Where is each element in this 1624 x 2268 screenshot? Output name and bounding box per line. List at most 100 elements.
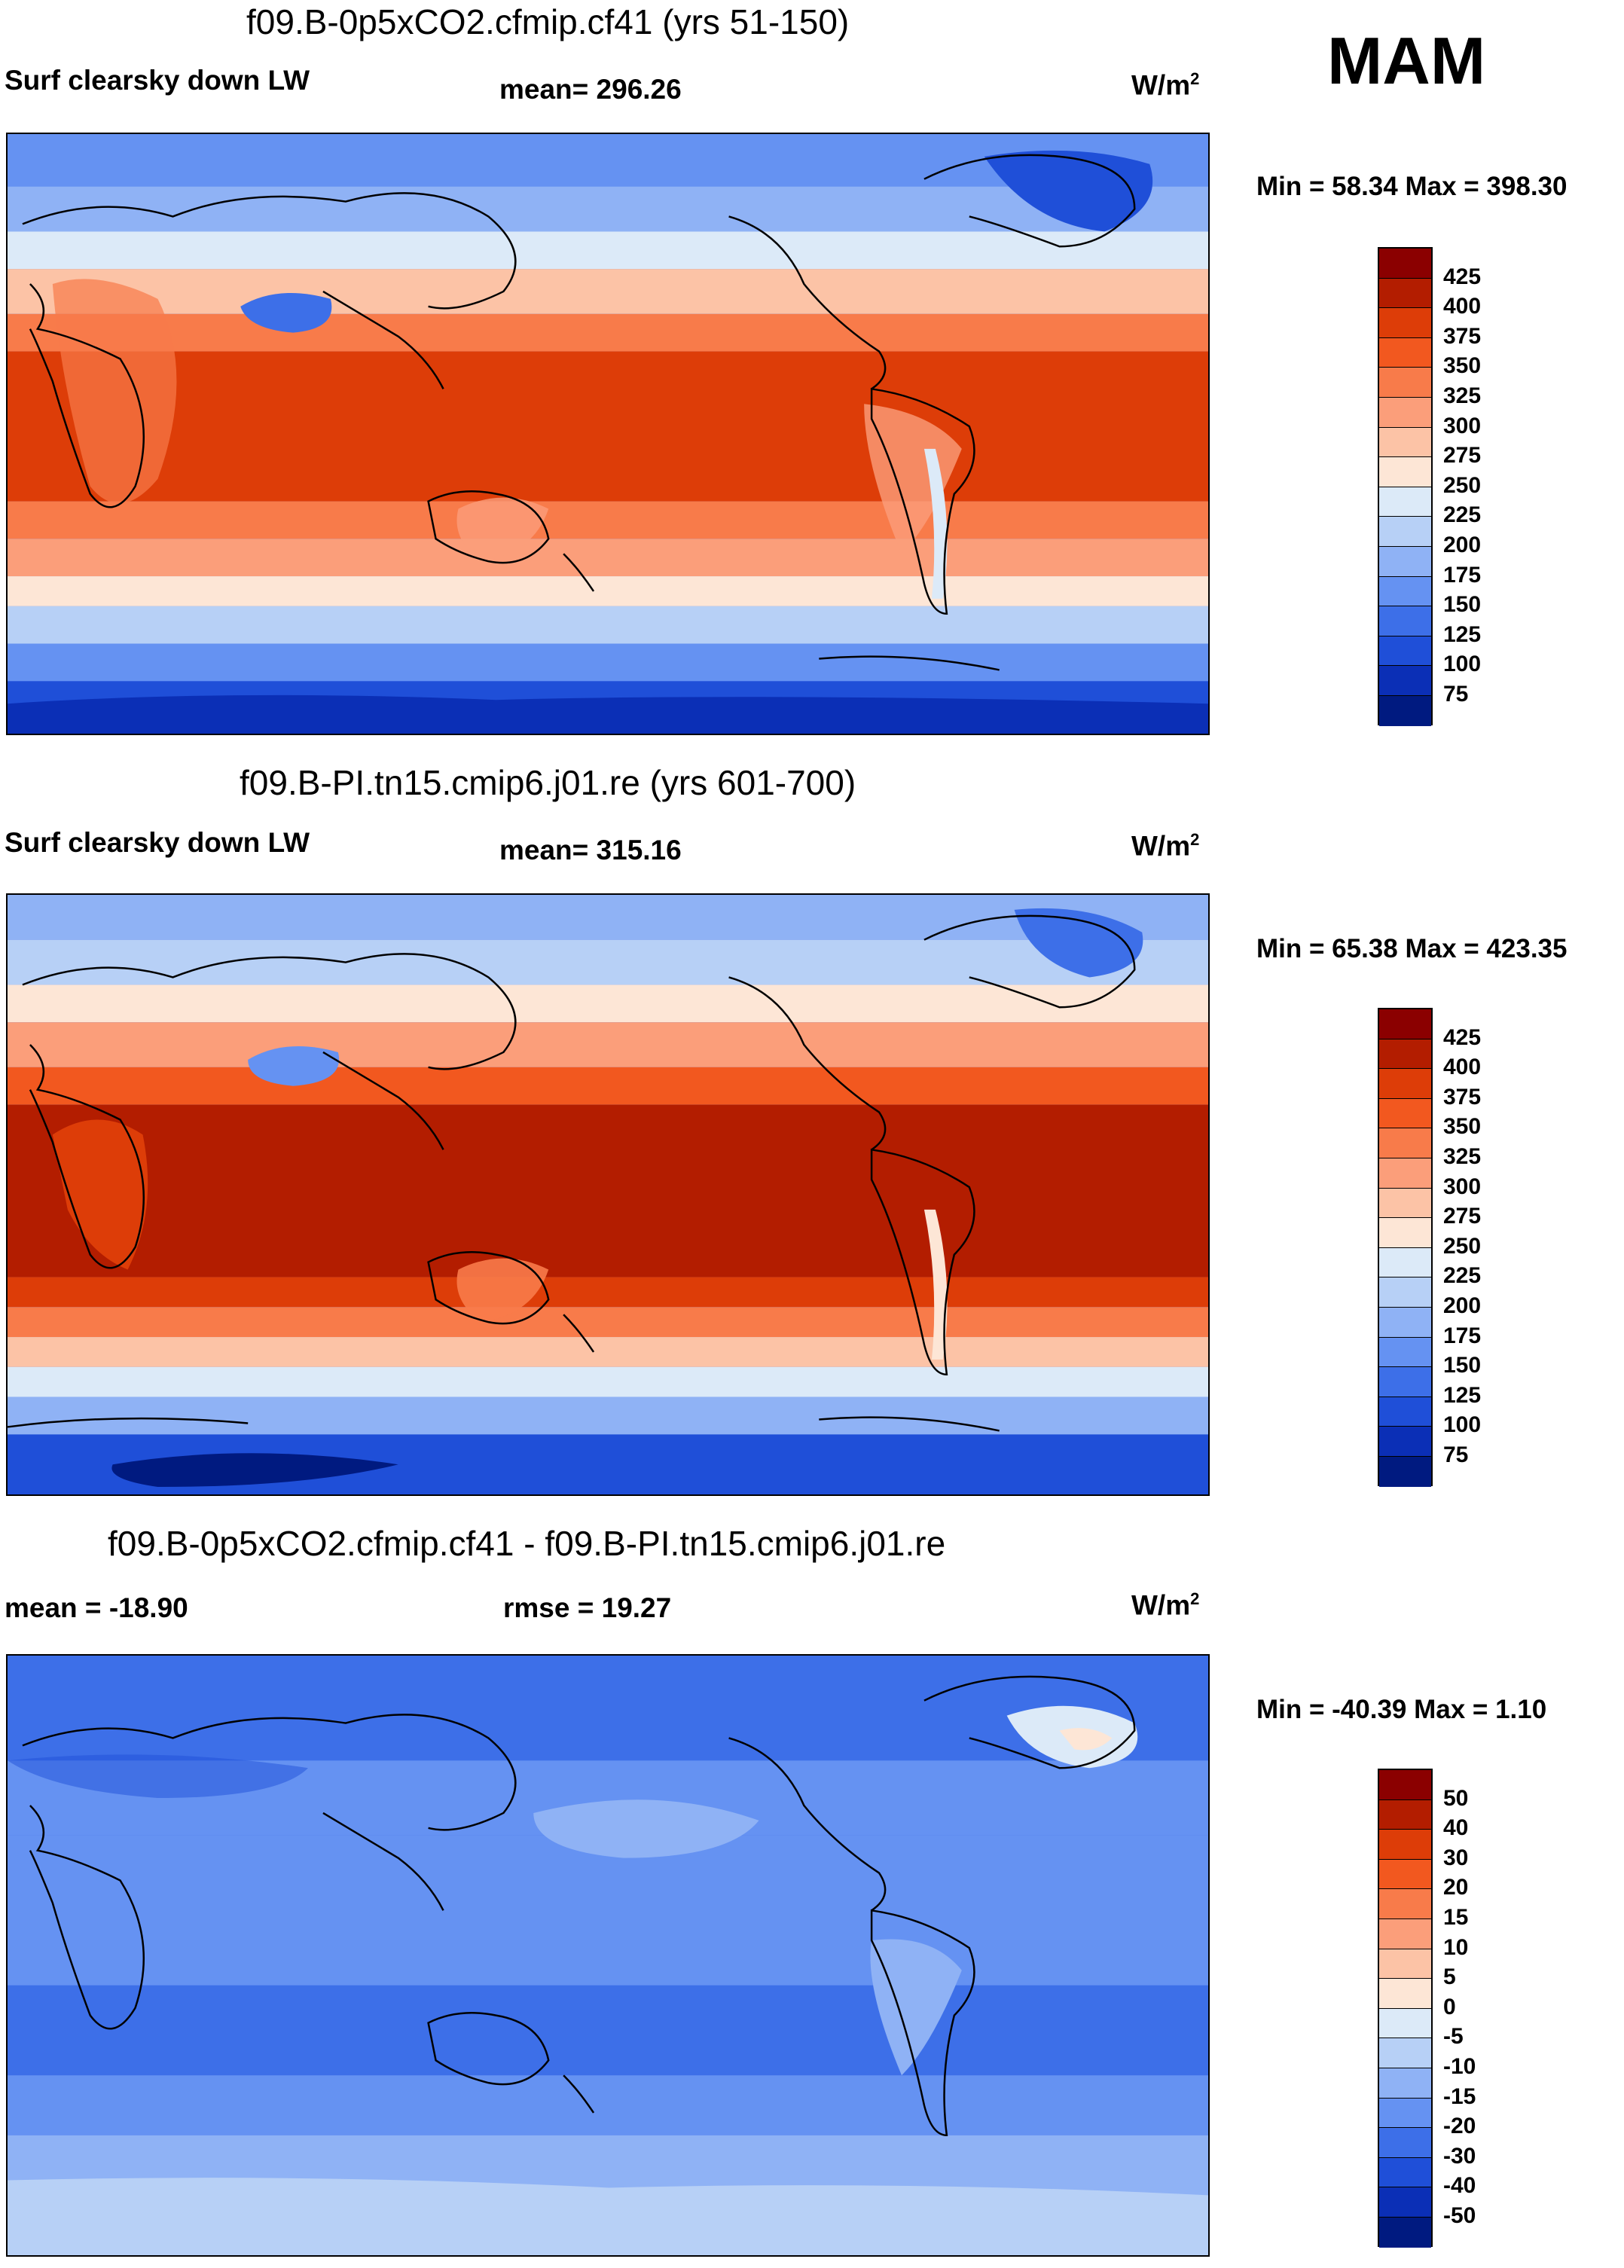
panel2-colorbar-tick: 350 xyxy=(1443,1114,1482,1140)
panel1-colorbar-swatch xyxy=(1379,695,1431,726)
panel3-colorbar-tick: -10 xyxy=(1443,2054,1476,2079)
panel1-colorbar-tick: 225 xyxy=(1443,502,1482,528)
panel1-minmax: Min = 58.34 Max = 398.30 xyxy=(1256,172,1568,201)
panel1-colorbar xyxy=(1378,247,1433,726)
panel1-colorbar-swatch xyxy=(1379,368,1431,398)
panel1-variable-label: Surf clearsky down LW xyxy=(5,65,310,96)
panel3-colorbar-tick: 15 xyxy=(1443,1905,1469,1930)
panel2-colorbar-swatch xyxy=(1379,1337,1431,1368)
panel2-colorbar-tick: 100 xyxy=(1443,1412,1482,1438)
panel3-title: f09.B-0p5xCO2.cfmip.cf41 - f09.B-PI.tn15… xyxy=(108,1524,946,1563)
panel2-colorbar-tick: 300 xyxy=(1443,1174,1482,1199)
panel1-colorbar-swatch xyxy=(1379,606,1431,636)
panel1-colorbar-tick: 275 xyxy=(1443,443,1482,469)
panel1-colorbar-tick: 300 xyxy=(1443,413,1482,438)
panel1-colorbar-swatch xyxy=(1379,517,1431,547)
panel1-colorbar-swatch xyxy=(1379,249,1431,279)
panel3-colorbar-swatch xyxy=(1379,2128,1431,2158)
panel3-rmse-label: rmse = 19.27 xyxy=(503,1592,672,1623)
panel1-colorbar-swatch xyxy=(1379,278,1431,309)
panel2-colorbar-swatch xyxy=(1379,1307,1431,1338)
panel3-colorbar-swatch xyxy=(1379,2068,1431,2099)
panel3-colorbar-tick: 10 xyxy=(1443,1934,1469,1960)
panel3-colorbar-tick: -40 xyxy=(1443,2173,1476,2199)
panel1-colorbar-tick: 375 xyxy=(1443,323,1482,349)
panel1-colorbar-swatch xyxy=(1379,427,1431,458)
panel2-colorbar-swatch xyxy=(1379,1158,1431,1189)
panel3-field xyxy=(8,1656,1208,2255)
panel3-map xyxy=(6,1654,1210,2257)
panel3-colorbar-tick: 50 xyxy=(1443,1785,1469,1811)
panel2-colorbar-swatch xyxy=(1379,1218,1431,1248)
panel1-colorbar-swatch xyxy=(1379,636,1431,667)
panel3-colorbar-tick: 30 xyxy=(1443,1845,1469,1870)
panel2-colorbar-swatch xyxy=(1379,1397,1431,1427)
panel3-colorbar-swatch xyxy=(1379,1918,1431,1949)
panel1-colorbar-swatch xyxy=(1379,666,1431,696)
panel2-colorbar-tick: 325 xyxy=(1443,1144,1482,1169)
season-label: MAM xyxy=(1327,23,1486,98)
panel3-colorbar-swatch xyxy=(1379,2217,1431,2248)
panel2-colorbar-tick: 400 xyxy=(1443,1055,1482,1080)
panel3-colorbar-tick: 40 xyxy=(1443,1815,1469,1841)
panel3-colorbar-tick: -30 xyxy=(1443,2143,1476,2169)
panel2-title: f09.B-PI.tn15.cmip6.j01.re (yrs 601-700) xyxy=(240,763,856,802)
panel3-minmax: Min = -40.39 Max = 1.10 xyxy=(1256,1695,1547,1724)
panel1-units: W/m2 xyxy=(1131,69,1200,101)
panel1-colorbar-swatch xyxy=(1379,457,1431,487)
panel3-units: W/m2 xyxy=(1131,1589,1200,1621)
panel2-colorbar-swatch xyxy=(1379,1098,1431,1129)
panel3-colorbar xyxy=(1378,1769,1433,2248)
panel1-colorbar-tick: 100 xyxy=(1443,652,1482,677)
panel1-colorbar-swatch xyxy=(1379,308,1431,338)
panel2-mean-label: mean= 315.16 xyxy=(499,835,682,865)
panel3-colorbar-swatch xyxy=(1379,1770,1431,1800)
panel2-colorbar-swatch xyxy=(1379,1039,1431,1070)
panel3-colorbar-swatch xyxy=(1379,1889,1431,1919)
panel1-field xyxy=(8,134,1208,734)
panel3-colorbar-swatch xyxy=(1379,1979,1431,2009)
panel3-colorbar-swatch xyxy=(1379,2038,1431,2068)
panel2-colorbar-swatch xyxy=(1379,1188,1431,1219)
panel3-colorbar-swatch xyxy=(1379,2187,1431,2218)
panel1-colorbar-tick: 400 xyxy=(1443,294,1482,319)
panel2-map xyxy=(6,893,1210,1496)
panel1-colorbar-swatch xyxy=(1379,397,1431,428)
panel2-colorbar-tick: 225 xyxy=(1443,1263,1482,1289)
panel3-colorbar-tick: -50 xyxy=(1443,2203,1476,2228)
panel2-variable-label: Surf clearsky down LW xyxy=(5,827,310,858)
panel2-colorbar-swatch xyxy=(1379,1069,1431,1099)
panel1-colorbar-tick: 125 xyxy=(1443,621,1482,647)
panel2-colorbar-tick: 250 xyxy=(1443,1233,1482,1259)
panel3-colorbar-swatch xyxy=(1379,1830,1431,1860)
panel2-colorbar-swatch xyxy=(1379,1009,1431,1039)
panel2-colorbar-tick: 375 xyxy=(1443,1084,1482,1110)
panel1-colorbar-tick: 425 xyxy=(1443,264,1482,289)
panel2-colorbar xyxy=(1378,1008,1433,1487)
panel3-colorbar-swatch xyxy=(1379,1859,1431,1890)
panel2-field xyxy=(8,895,1208,1494)
panel1-colorbar-swatch xyxy=(1379,337,1431,368)
panel2-colorbar-tick: 150 xyxy=(1443,1353,1482,1378)
panel2-colorbar-swatch xyxy=(1379,1128,1431,1158)
panel2-units: W/m2 xyxy=(1131,830,1200,862)
panel2-colorbar-tick: 275 xyxy=(1443,1204,1482,1229)
panel3-colorbar-tick: -15 xyxy=(1443,2083,1476,2109)
panel2-colorbar-tick: 200 xyxy=(1443,1293,1482,1318)
panel3-colorbar-swatch xyxy=(1379,1799,1431,1830)
panel3-colorbar-tick: -20 xyxy=(1443,2114,1476,2139)
panel2-colorbar-tick: 75 xyxy=(1443,1442,1469,1467)
panel2-minmax: Min = 65.38 Max = 423.35 xyxy=(1256,934,1568,963)
panel3-colorbar-tick: 5 xyxy=(1443,1964,1456,1990)
panel1-colorbar-swatch xyxy=(1379,487,1431,517)
panel2-colorbar-tick: 125 xyxy=(1443,1382,1482,1408)
panel3-colorbar-swatch xyxy=(1379,2098,1431,2129)
panel2-colorbar-swatch xyxy=(1379,1247,1431,1278)
panel2-colorbar-swatch xyxy=(1379,1277,1431,1308)
panel2-colorbar-tick: 175 xyxy=(1443,1323,1482,1348)
panel1-colorbar-tick: 150 xyxy=(1443,592,1482,618)
panel1-colorbar-swatch xyxy=(1379,546,1431,577)
panel1-colorbar-tick: 75 xyxy=(1443,682,1469,707)
panel1-colorbar-tick: 250 xyxy=(1443,472,1482,498)
panel1-map xyxy=(6,133,1210,735)
